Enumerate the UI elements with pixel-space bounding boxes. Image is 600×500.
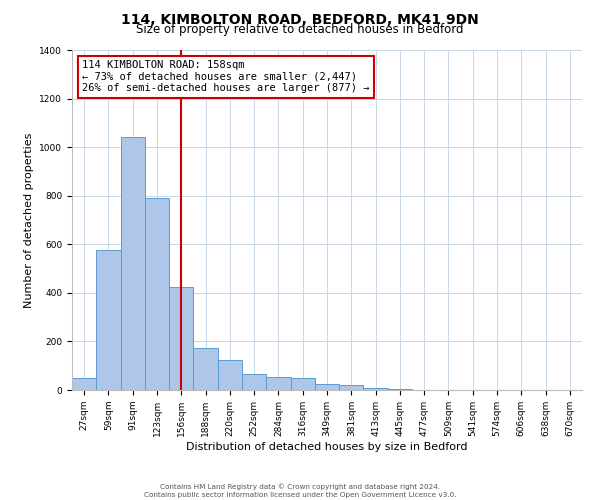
Text: Size of property relative to detached houses in Bedford: Size of property relative to detached ho… [136, 22, 464, 36]
Y-axis label: Number of detached properties: Number of detached properties [24, 132, 34, 308]
Text: Contains HM Land Registry data © Crown copyright and database right 2024.
Contai: Contains HM Land Registry data © Crown c… [144, 484, 456, 498]
Bar [218, 360, 242, 390]
Bar [388, 389, 412, 390]
Bar [193, 348, 218, 390]
Bar [290, 378, 315, 390]
X-axis label: Distribution of detached houses by size in Bedford: Distribution of detached houses by size … [186, 442, 468, 452]
Bar [169, 287, 193, 390]
Bar [145, 198, 169, 390]
Bar [364, 388, 388, 390]
Bar [242, 374, 266, 390]
Bar [266, 376, 290, 390]
Bar [315, 384, 339, 390]
Bar [96, 250, 121, 390]
Text: 114 KIMBOLTON ROAD: 158sqm
← 73% of detached houses are smaller (2,447)
26% of s: 114 KIMBOLTON ROAD: 158sqm ← 73% of deta… [82, 60, 370, 94]
Bar [121, 138, 145, 390]
Bar [339, 385, 364, 390]
Bar [72, 378, 96, 390]
Text: 114, KIMBOLTON ROAD, BEDFORD, MK41 9DN: 114, KIMBOLTON ROAD, BEDFORD, MK41 9DN [121, 12, 479, 26]
